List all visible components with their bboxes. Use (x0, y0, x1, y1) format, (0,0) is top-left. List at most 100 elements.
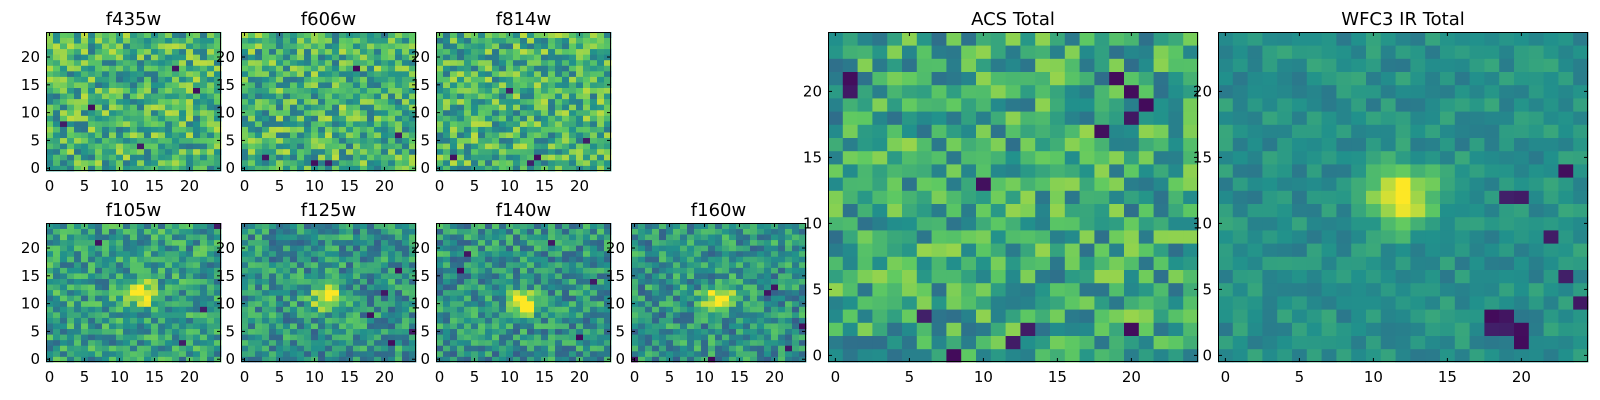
heatmap-cell (757, 245, 765, 252)
heatmap-cell (332, 256, 340, 263)
heatmap-cell (325, 159, 333, 166)
heatmap-cell (499, 323, 507, 330)
heatmap-cell (1138, 348, 1154, 363)
heatmap-cell (95, 148, 103, 155)
heatmap-cell (457, 43, 465, 50)
heatmap-cell (297, 87, 305, 94)
heatmap-cell (743, 223, 751, 229)
heatmap-cell (109, 143, 117, 150)
heatmap-cell (290, 267, 298, 274)
heatmap-cell (60, 109, 68, 116)
heatmap-cell (555, 98, 563, 105)
heatmap-cell (109, 356, 117, 363)
heatmap-cell (576, 132, 584, 139)
heatmap-cell (464, 159, 472, 166)
heatmap-cell (402, 165, 410, 172)
heatmap-cell (520, 250, 528, 257)
heatmap-cell (381, 37, 389, 44)
heatmap-cell (67, 137, 75, 144)
heatmap-cell (297, 261, 305, 268)
heatmap-cell (409, 278, 417, 285)
heatmap-cell (158, 104, 166, 111)
heatmap-cell (562, 76, 570, 83)
heatmap-cell (74, 300, 82, 307)
heatmap-cell (436, 289, 444, 296)
heatmap-cell (652, 350, 660, 357)
heatmap-cell (687, 228, 695, 235)
heatmap-cell (165, 82, 173, 88)
heatmap-cell (471, 65, 479, 72)
heatmap-cell (290, 284, 298, 291)
heatmap-cell (499, 143, 507, 150)
heatmap-cell (569, 223, 577, 229)
heatmap-cell (130, 328, 138, 335)
heatmap-cell (137, 165, 145, 172)
heatmap-cell (255, 356, 263, 363)
heatmap-cell (478, 54, 486, 61)
heatmap-cell (88, 273, 96, 279)
heatmap-cell (527, 278, 535, 285)
heatmap-cell (1020, 282, 1036, 297)
heatmap-cell (360, 261, 368, 268)
heatmap-cell (262, 82, 270, 88)
heatmap-cell (283, 273, 291, 279)
heatmap-cell (269, 165, 277, 172)
heatmap-cell (255, 87, 263, 94)
heatmap-cell (872, 296, 888, 310)
heatmap-cell (708, 250, 716, 257)
heatmap-cell (165, 104, 173, 111)
heatmap-cell (360, 82, 368, 88)
heatmap-cell (339, 350, 347, 357)
heatmap-cell (666, 328, 674, 335)
heatmap-cell (701, 295, 709, 302)
heatmap-cell (778, 345, 786, 352)
heatmap-cell (750, 334, 758, 341)
heatmap-cell (569, 311, 577, 318)
heatmap-cell (207, 120, 215, 127)
heatmap-cell (464, 350, 472, 357)
heatmap-cell (534, 350, 542, 357)
heatmap-cell (276, 126, 284, 133)
heatmap-cell (318, 70, 326, 77)
heatmap-cell (67, 104, 75, 111)
heatmap-cell (548, 356, 556, 363)
heatmap-cell (576, 234, 584, 241)
heatmap-cell (1079, 203, 1095, 218)
heatmap-cell (1064, 203, 1080, 218)
heatmap-cell (367, 239, 375, 246)
heatmap-cell (555, 37, 563, 44)
heatmap-cell (541, 328, 549, 335)
heatmap-cell (353, 32, 361, 38)
heatmap-cell (555, 93, 563, 100)
heatmap-cell (771, 267, 779, 274)
heatmap-cell (729, 311, 737, 318)
heatmap-cell (1079, 269, 1095, 284)
heatmap-cell (961, 348, 977, 363)
heatmap-cell (402, 239, 410, 246)
heatmap-cell (506, 54, 514, 61)
heatmap-cell (708, 239, 716, 246)
heatmap-cell (492, 82, 500, 88)
heatmap-cell (116, 345, 124, 352)
heatmap-cell (1183, 322, 1199, 336)
heatmap-cell (743, 273, 751, 279)
heatmap-cell (102, 148, 110, 155)
heatmap-cell (464, 93, 472, 100)
heatmap-cell (158, 143, 166, 150)
heatmap-cell (53, 234, 61, 241)
heatmap-cell (144, 339, 152, 346)
heatmap-cell (214, 228, 222, 235)
heatmap-cell (450, 159, 458, 166)
heatmap-cell (1064, 282, 1080, 297)
heatmap-cell (492, 154, 500, 161)
heatmap-cell (576, 284, 584, 291)
heatmap-cell (527, 148, 535, 155)
heatmap-cell (513, 289, 521, 296)
heatmap-cell (673, 284, 681, 291)
heatmap-cell (694, 234, 702, 241)
heatmap-cell (534, 43, 542, 50)
heatmap-cell (569, 104, 577, 111)
heatmap-cell (555, 289, 563, 296)
heatmap-cell (409, 228, 417, 235)
heatmap-cell (395, 43, 403, 50)
